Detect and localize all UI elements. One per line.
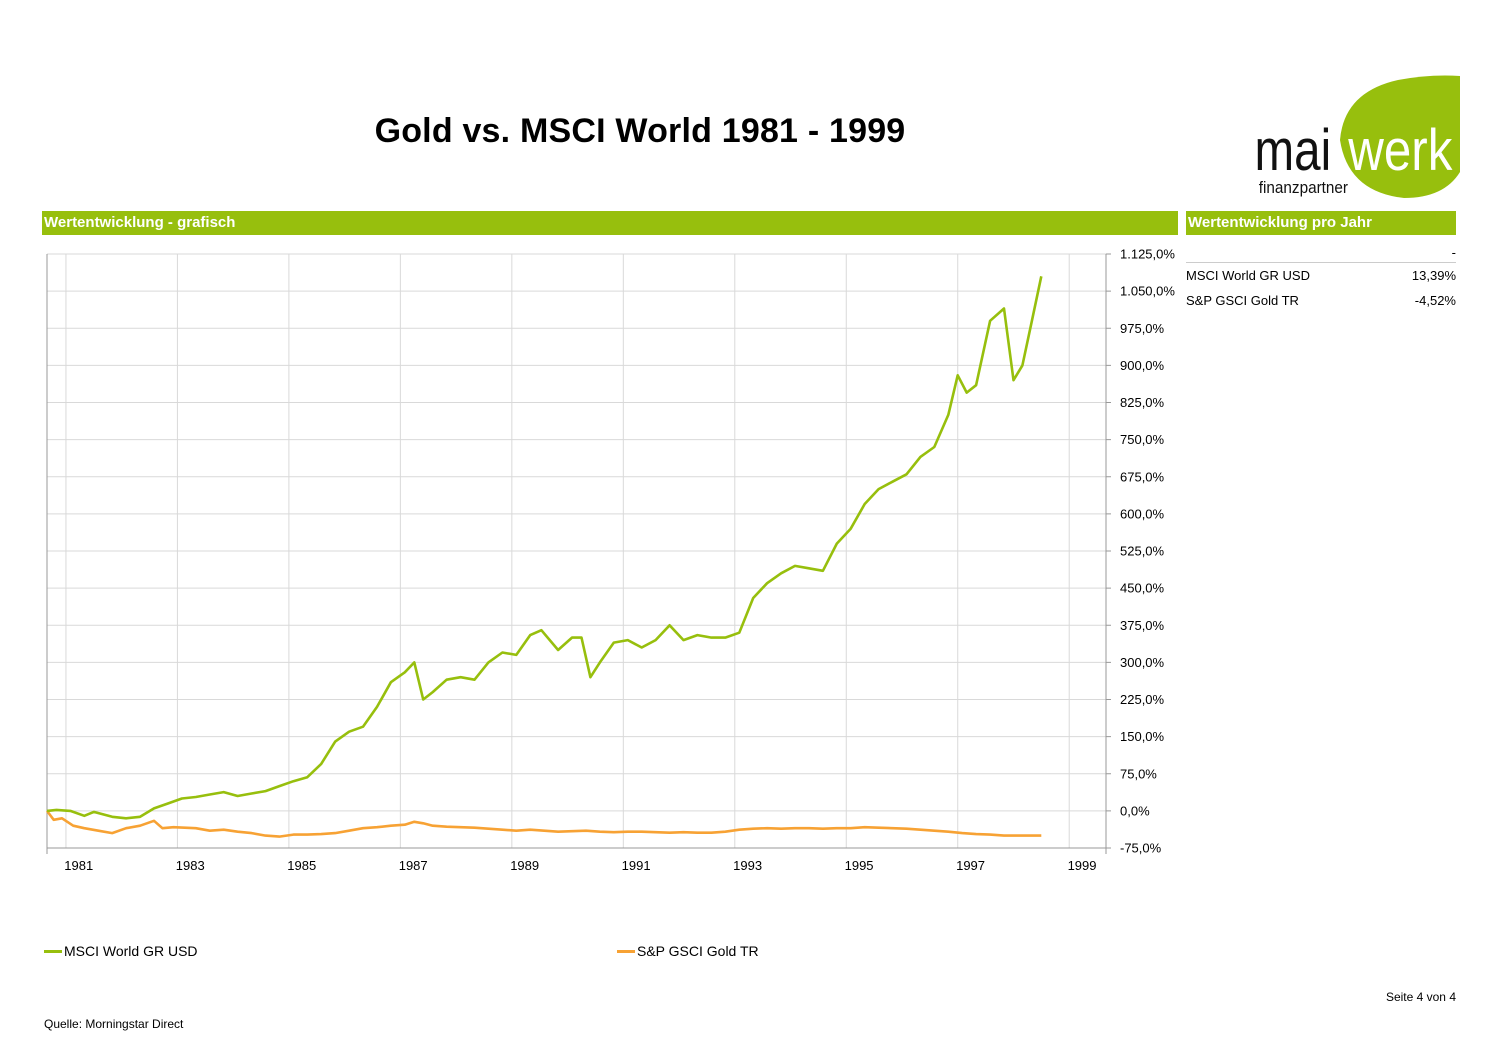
y-tick-label: 975,0%: [1120, 321, 1165, 336]
x-tick-label: 1995: [845, 858, 874, 873]
table-column-header: -: [1186, 243, 1456, 263]
x-tick-label: 1993: [733, 858, 762, 873]
y-tick-label: -75,0%: [1120, 841, 1162, 856]
x-tick-label: 1997: [956, 858, 985, 873]
legend-item-msci: MSCI World GR USD: [44, 943, 198, 959]
y-tick-label: 750,0%: [1120, 432, 1165, 447]
x-tick-label: 1989: [510, 858, 539, 873]
y-tick-label: 225,0%: [1120, 692, 1165, 707]
page-number: Seite 4 von 4: [1385, 990, 1456, 1004]
row-value: 13,39%: [1411, 268, 1456, 283]
y-tick-label: 300,0%: [1120, 655, 1165, 670]
msci-series-line: [46, 276, 1043, 820]
source-note: Quelle: Morningstar Direct: [44, 1017, 184, 1031]
x-tick-label: 1983: [176, 858, 205, 873]
x-tick-label: 1991: [622, 858, 651, 873]
row-value: -4,52%: [1414, 293, 1456, 308]
legend-item-gold: S&P GSCI Gold TR: [617, 943, 759, 959]
page-title: Gold vs. MSCI World 1981 - 1999: [374, 112, 906, 150]
gold-series-line: [45, 810, 1042, 838]
y-tick-label: 1.050,0%: [1120, 284, 1175, 299]
y-tick-label: 75,0%: [1120, 766, 1157, 781]
y-axis: -75,0% 0,0% 75,0% 150,0% 225,0% 300,0% 375,0% 4…: [1106, 247, 1175, 856]
logo-green-shape: [1340, 75, 1460, 198]
x-tick-label: 1985: [287, 858, 316, 873]
yearly-performance-table: - MSCI World GR USD 13,39% S&P GSCI Gold…: [1186, 243, 1456, 313]
row-name: S&P GSCI Gold TR: [1186, 293, 1299, 308]
maiwerk-logo: mai werk finanzpartner: [1255, 75, 1460, 198]
table-row: S&P GSCI Gold TR -4,52%: [1186, 288, 1456, 313]
chart-lines: [45, 276, 1043, 838]
y-tick-label: 600,0%: [1120, 506, 1165, 521]
row-name: MSCI World GR USD: [1186, 268, 1310, 283]
y-tick-label: 1.125,0%: [1120, 247, 1175, 262]
y-tick-label: 150,0%: [1120, 729, 1165, 744]
table-section-header: Wertentwicklung pro Jahr: [1186, 211, 1456, 235]
chart-section-header: Wertentwicklung - grafisch: [42, 211, 1178, 235]
x-tick-label: 1987: [399, 858, 428, 873]
legend-label: S&P GSCI Gold TR: [637, 943, 759, 959]
legend-swatch-gold: [617, 949, 635, 953]
y-tick-label: 0,0%: [1120, 803, 1150, 818]
y-tick-label: 525,0%: [1120, 544, 1165, 559]
x-tick-label: 1999: [1068, 858, 1097, 873]
y-tick-label: 675,0%: [1120, 469, 1165, 484]
chart-grid: [46, 253, 1107, 854]
logo-subtext: finanzpartner: [1259, 178, 1349, 197]
x-tick-label: 1981: [64, 858, 93, 873]
y-tick-label: 450,0%: [1120, 581, 1165, 596]
y-tick-label: 825,0%: [1120, 395, 1165, 410]
y-tick-label: 375,0%: [1120, 618, 1165, 633]
y-tick-label: 900,0%: [1120, 358, 1165, 373]
legend-label: MSCI World GR USD: [64, 943, 198, 959]
table-row: MSCI World GR USD 13,39%: [1186, 263, 1456, 288]
performance-chart: -75,0% 0,0% 75,0% 150,0% 225,0% 300,0% 375,0% 4…: [45, 247, 1175, 873]
logo-text-mai: mai: [1255, 119, 1332, 184]
legend-swatch-msci: [44, 949, 62, 953]
x-axis: 1981 1983 1985 1987 1989 1991 1993 1995 1997 1999: [64, 858, 1096, 873]
logo-text-werk: werk: [1347, 118, 1452, 183]
